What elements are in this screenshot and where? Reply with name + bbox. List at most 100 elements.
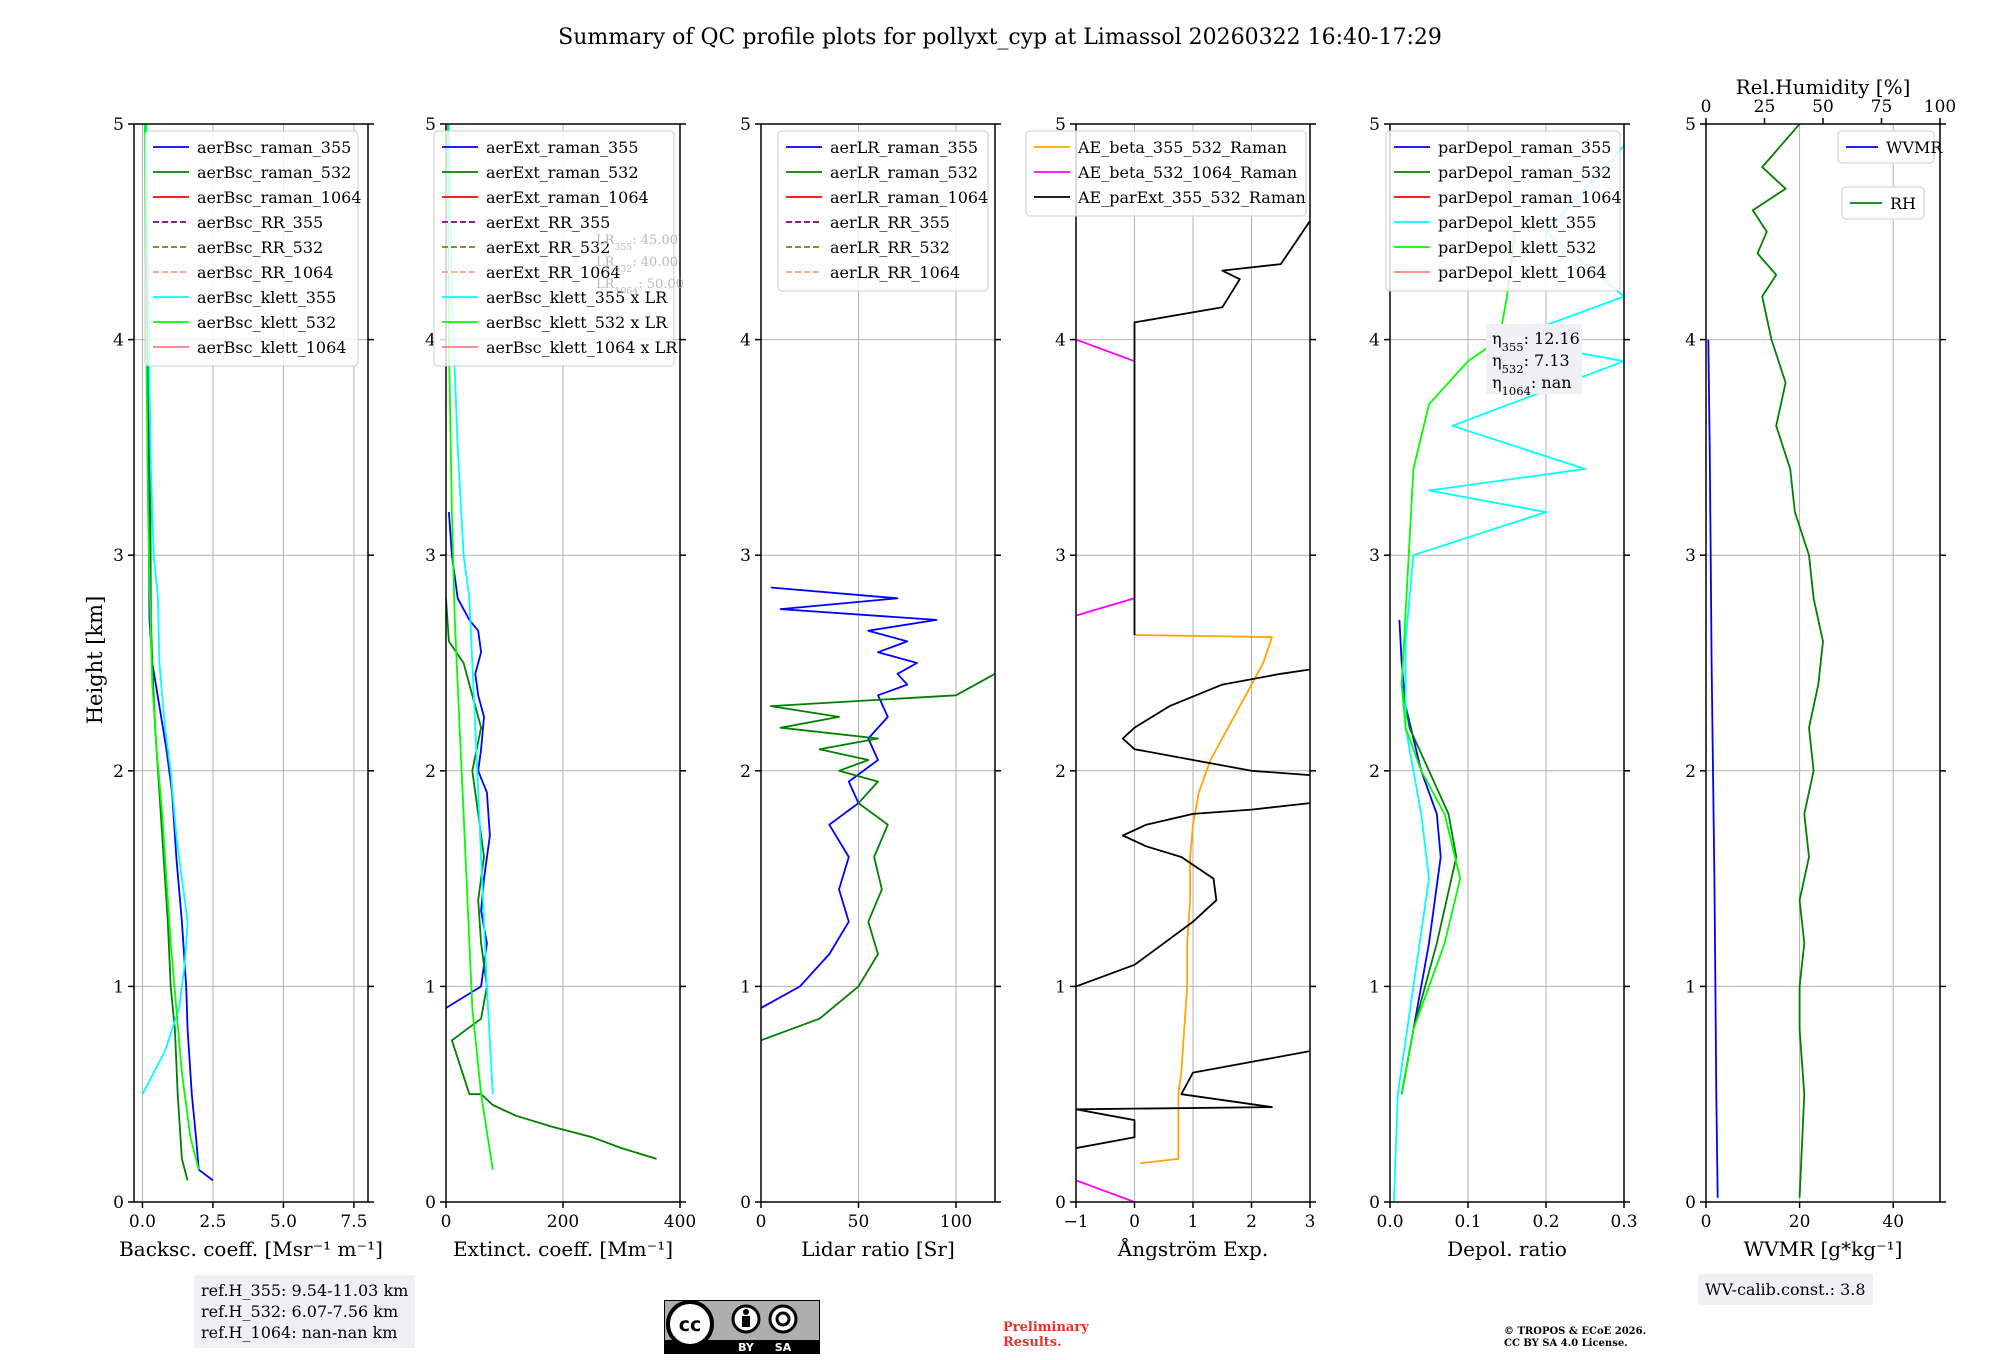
y-tick-label: 1: [1685, 977, 1696, 997]
legend-box: [1837, 130, 1935, 164]
x-tick-label: 2: [1246, 1212, 1257, 1232]
series-line: [1393, 144, 1624, 1202]
x-tick-label: 0.2: [1532, 1212, 1559, 1232]
legend-ae: AE_beta_355_532_Raman AE_beta_532_1064_Ra…: [1025, 130, 1307, 217]
legend-label: aerExt_RR_532: [486, 238, 610, 257]
series-line: [1400, 684, 1458, 1095]
series-line: [1398, 619, 1442, 1095]
x-tick-label: 0.0: [129, 1212, 156, 1232]
series-line: [1121, 668, 1310, 776]
legend-label: aerBsc_klett_532: [197, 313, 336, 332]
legend-box: [433, 130, 675, 367]
cc-badge-sa-text: SA: [775, 1341, 792, 1354]
annotation-text: LR1064: 50.00: [596, 277, 684, 297]
y-tick-label: 3: [1369, 546, 1380, 566]
top-x-tick-label: 50: [1812, 97, 1834, 117]
series-group-ext: [446, 124, 657, 1170]
gridlines-ae: [1075, 123, 1311, 1203]
legend-bsc: aerBsc_raman_355 aerBsc_raman_532 aerBsc_r…: [144, 130, 362, 367]
preliminary-results-note: Preliminary Results.: [1003, 1320, 1089, 1350]
y-tick-label: 3: [1055, 546, 1066, 566]
y-tick-label: 2: [1055, 762, 1066, 782]
legend-label: parDepol_raman_355: [1438, 138, 1611, 157]
x-tick-label: 0.1: [1454, 1212, 1481, 1232]
ref-heights-box: ref.H_355: 9.54-11.03 km ref.H_532: 6.07…: [194, 1275, 416, 1348]
y-tick-label: 2: [113, 762, 124, 782]
series-group-lr: [761, 586, 995, 1042]
panel-lr: 0 50 100 0 1 2 3 4 5 Lidar ratio [Sr] aerLR_raman_…: [740, 115, 1001, 1261]
legend-label: parDepol_raman_532: [1438, 163, 1611, 182]
y-tick-label: 0: [1369, 1193, 1380, 1213]
legend-label: parDepol_klett_355: [1438, 213, 1596, 232]
x-tick-label: 5.0: [270, 1212, 297, 1232]
legend-label: parDepol_klett_532: [1438, 238, 1596, 257]
legend-label: parDepol_raman_1064: [1438, 188, 1622, 207]
legend-box: [1385, 130, 1621, 292]
top-x-tick-label: 0: [1701, 97, 1712, 117]
x-tick-label: 0.3: [1610, 1212, 1637, 1232]
y-tick-label: 0: [1685, 1193, 1696, 1213]
legend-label: aerLR_raman_532: [830, 163, 978, 182]
series-line: [446, 124, 494, 1170]
series-line: [1134, 634, 1273, 1165]
y-tick-label: 5: [1055, 115, 1066, 135]
x-tick-label: 50: [848, 1212, 870, 1232]
x-tick-label: 0: [1701, 1212, 1712, 1232]
ref-height-532: ref.H_532: 6.07-7.56 km: [201, 1302, 399, 1321]
panel-wv: 0 20 40 0 1 2 3 4 5 WVMR [g*kg⁻¹] 0 25 50 75 100 Rel.Hu…: [1685, 75, 1956, 1261]
y-tick-label: 2: [425, 762, 436, 782]
y-axis-label: Height [km]: [83, 596, 107, 725]
x-tick-label: 400: [664, 1212, 696, 1232]
y-tick-label: 4: [425, 331, 436, 351]
y-tick-label: 5: [1369, 115, 1380, 135]
x-tick-label: 0: [756, 1212, 767, 1232]
wv-calib-text: WV-calib.const.: 3.8: [1705, 1280, 1866, 1299]
x-axis-label: Ångström Exp.: [1117, 1236, 1268, 1261]
ref-height-355: ref.H_355: 9.54-11.03 km: [201, 1281, 409, 1300]
series-line: [446, 598, 657, 1160]
legend-label: AE_beta_532_1064_Raman: [1077, 163, 1297, 182]
series-line: [143, 124, 200, 1170]
legend-label: aerLR_raman_1064: [830, 188, 988, 207]
legend-label: aerBsc_RR_532: [197, 238, 323, 257]
legend-label: aerLR_RR_1064: [830, 263, 960, 282]
y-tick-label: 3: [740, 546, 751, 566]
annotation-text: LR355: 45.00: [596, 233, 678, 253]
series-line: [1133, 220, 1310, 635]
legend-box: [777, 130, 989, 292]
y-tick-label: 5: [1685, 115, 1696, 135]
axes-frame-bsc: [133, 123, 369, 1203]
panel-bsc: 0.0 2.5 5.0 7.5 0 1 2 3 4 5 Backsc. coeff. [Msr⁻¹ …: [113, 115, 383, 1261]
cc-badge-cc-text: cc: [679, 1314, 702, 1336]
legend-box: [1025, 130, 1307, 217]
legend-label: aerBsc_klett_532 x LR: [486, 313, 668, 332]
legend-label: RH: [1890, 194, 1916, 213]
legend-label: aerBsc_klett_1064: [197, 338, 346, 357]
y-tick-label: 5: [740, 115, 751, 135]
legend-ext: aerExt_raman_355 aerExt_raman_532 aerExt_r…: [433, 130, 678, 367]
x-axis-label: Extinct. coeff. [Mm⁻¹]: [453, 1237, 673, 1261]
y-tick-label: 1: [1369, 977, 1380, 997]
y-tick-label: 0: [113, 1193, 124, 1213]
y-tick-label: 4: [1369, 331, 1380, 351]
legend-label: aerExt_raman_355: [486, 138, 639, 157]
series-line: [448, 124, 494, 1095]
axes-frame-lr: [760, 123, 996, 1203]
top-x-tick-label: 75: [1871, 97, 1893, 117]
x-tick-label: 2.5: [199, 1212, 226, 1232]
legend-label: aerExt_RR_1064: [486, 263, 621, 282]
x-axis-label: Lidar ratio [Sr]: [801, 1237, 955, 1261]
x-axis-label: Backsc. coeff. [Msr⁻¹ m⁻¹]: [119, 1237, 383, 1261]
legend-label: aerBsc_raman_532: [197, 163, 351, 182]
copyright-note: © TROPOS & ECoE 2026. CC BY SA 4.0 Licen…: [1504, 1326, 1647, 1349]
y-tick-label: 1: [740, 977, 751, 997]
y-tick-label: 4: [1055, 331, 1066, 351]
y-tick-label: 4: [740, 331, 751, 351]
wv-calib-box: WV-calib.const.: 3.8: [1698, 1274, 1873, 1305]
panel-ext: 0 200 400 0 1 2 3 4 5 Extinct. coeff. [Mm⁻¹] aerEx…: [425, 115, 696, 1261]
annotation-text: η1064: nan: [1492, 373, 1572, 398]
x-axis-label: WVMR [g*kg⁻¹]: [1744, 1237, 1903, 1261]
x-tick-label: 0: [1129, 1212, 1140, 1232]
